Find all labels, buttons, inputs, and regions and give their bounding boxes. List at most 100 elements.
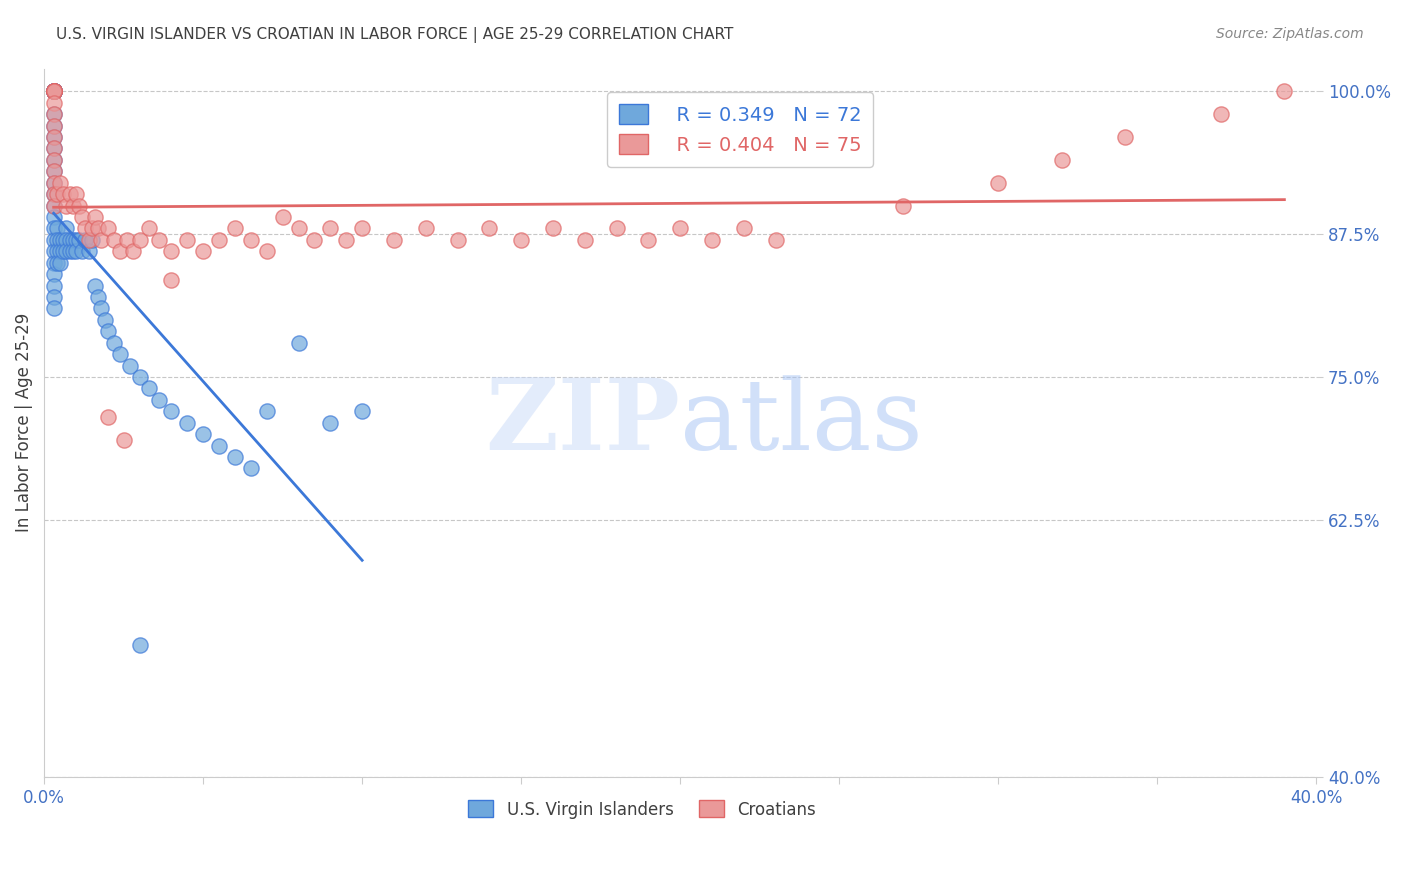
Point — [42, 84, 65, 98]
Point — [65, 187, 87, 202]
Point — [62, 244, 84, 259]
Point — [80, 221, 103, 235]
Point — [42, 84, 65, 98]
Point — [42, 221, 65, 235]
Point — [42, 84, 65, 98]
Point — [160, 404, 183, 418]
Point — [352, 221, 374, 235]
Point — [128, 639, 150, 653]
Point — [67, 233, 90, 247]
Point — [42, 119, 65, 133]
Point — [42, 153, 65, 167]
Point — [97, 221, 120, 235]
Point — [45, 221, 67, 235]
Point — [42, 290, 65, 304]
Point — [55, 233, 77, 247]
Point — [52, 187, 75, 202]
Point — [62, 233, 84, 247]
Point — [42, 84, 65, 98]
Point — [42, 176, 65, 190]
Point — [122, 244, 145, 259]
Point — [49, 176, 72, 190]
Point — [42, 187, 65, 202]
Point — [75, 221, 97, 235]
Point — [446, 233, 468, 247]
Point — [256, 404, 278, 418]
Point — [160, 244, 183, 259]
Text: atlas: atlas — [681, 375, 922, 471]
Point — [42, 84, 65, 98]
Point — [103, 233, 125, 247]
Point — [77, 244, 100, 259]
Point — [45, 187, 67, 202]
Point — [224, 450, 246, 464]
Text: Source: ZipAtlas.com: Source: ZipAtlas.com — [1216, 27, 1364, 41]
Point — [42, 107, 65, 121]
Point — [90, 233, 112, 247]
Point — [42, 84, 65, 98]
Point — [110, 347, 132, 361]
Point — [415, 221, 437, 235]
Point — [49, 244, 72, 259]
Point — [239, 461, 262, 475]
Point — [52, 233, 75, 247]
Point — [352, 404, 374, 418]
Point — [58, 233, 80, 247]
Point — [256, 244, 278, 259]
Point — [42, 164, 65, 178]
Point — [110, 244, 132, 259]
Point — [45, 256, 67, 270]
Point — [287, 221, 309, 235]
Text: ZIP: ZIP — [485, 374, 681, 471]
Point — [42, 199, 65, 213]
Point — [49, 233, 72, 247]
Point — [541, 221, 564, 235]
Point — [42, 141, 65, 155]
Point — [510, 233, 533, 247]
Point — [42, 130, 65, 145]
Point — [84, 210, 107, 224]
Y-axis label: In Labor Force | Age 25-29: In Labor Force | Age 25-29 — [15, 313, 32, 533]
Point — [765, 233, 787, 247]
Point — [1050, 153, 1073, 167]
Point — [42, 164, 65, 178]
Point — [191, 244, 214, 259]
Point — [319, 416, 342, 430]
Point — [97, 324, 120, 338]
Point — [55, 199, 77, 213]
Point — [637, 233, 659, 247]
Point — [65, 233, 87, 247]
Point — [733, 221, 755, 235]
Point — [1274, 84, 1296, 98]
Point — [42, 84, 65, 98]
Point — [42, 95, 65, 110]
Point — [42, 84, 65, 98]
Point — [138, 381, 160, 395]
Point — [115, 233, 138, 247]
Point — [65, 244, 87, 259]
Point — [224, 221, 246, 235]
Point — [42, 119, 65, 133]
Point — [42, 130, 65, 145]
Point — [42, 301, 65, 316]
Point — [52, 244, 75, 259]
Point — [42, 84, 65, 98]
Text: U.S. VIRGIN ISLANDER VS CROATIAN IN LABOR FORCE | AGE 25-29 CORRELATION CHART: U.S. VIRGIN ISLANDER VS CROATIAN IN LABO… — [56, 27, 734, 43]
Point — [148, 392, 170, 407]
Point — [891, 199, 914, 213]
Point — [191, 427, 214, 442]
Point — [128, 370, 150, 384]
Point — [58, 187, 80, 202]
Point — [176, 416, 198, 430]
Point — [176, 233, 198, 247]
Point — [42, 141, 65, 155]
Point — [42, 84, 65, 98]
Point — [42, 84, 65, 98]
Point — [148, 233, 170, 247]
Point — [271, 210, 294, 224]
Point — [42, 244, 65, 259]
Point — [574, 233, 596, 247]
Point — [62, 199, 84, 213]
Point — [478, 221, 501, 235]
Point — [42, 84, 65, 98]
